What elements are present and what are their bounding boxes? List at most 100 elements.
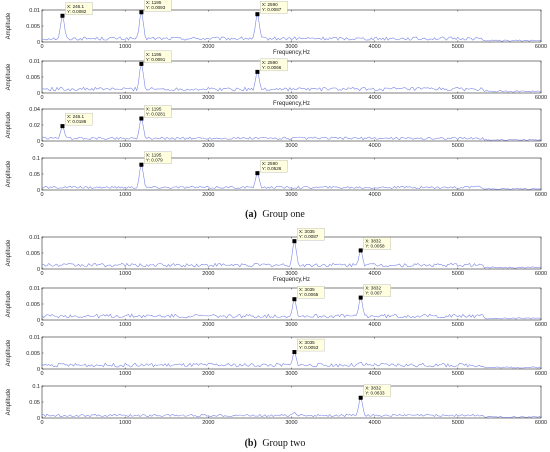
datatip-y: Y: 0.007 [365, 291, 382, 296]
spectrum-line [41, 164, 541, 190]
y-axis-label: Amplitude [6, 111, 12, 138]
plot-frame [41, 9, 542, 43]
x-tick-label: 0 [40, 192, 43, 198]
x-tick-label: 4000 [369, 271, 381, 277]
chart-4: 0 1000 2000 3000 4000 5000 6000 0 0.05 0.1 Amplitu… [6, 151, 547, 198]
caption-b-label: (b) [245, 438, 257, 449]
spectrum-panels: 0 1000 2000 3000 4000 5000 6000 0 0.005 0.01 Ampli… [6, 0, 547, 426]
caption-a-label: (a) [245, 209, 257, 220]
x-tick-label: 2000 [202, 420, 214, 426]
x-tick-label: 4000 [369, 371, 381, 377]
datatip-y: Y: 0.0058 [365, 243, 385, 248]
peak-marker [358, 395, 363, 400]
x-tick-label: 6000 [535, 322, 547, 328]
datatip-box [65, 112, 93, 126]
x-tick-label: 2000 [202, 271, 214, 277]
y-tick-label: 0 [37, 416, 40, 422]
datatip-box [144, 50, 172, 64]
x-tick-label: 0 [40, 44, 43, 50]
peak-marker [255, 171, 260, 176]
y-tick-label: 0.05 [29, 400, 40, 406]
y-tick-label: 0.005 [26, 351, 40, 357]
y-axis-label: Amplitude [6, 12, 12, 39]
datatip-y: Y: 0.0053 [299, 345, 319, 350]
peak-marker [358, 248, 363, 253]
plot-frame [41, 236, 542, 270]
x-axis-label: Frequency,Hz [273, 101, 310, 107]
datatip-y: Y: 0.0281 [146, 112, 166, 117]
y-tick-label: 0.1 [32, 156, 40, 162]
x-tick-label: 5000 [452, 44, 464, 50]
y-tick-label: 0.005 [26, 251, 40, 257]
x-tick-label: 3000 [285, 44, 297, 50]
plot-frame [41, 108, 542, 142]
x-tick-label: 2000 [202, 371, 214, 377]
x-tick-label: 2000 [202, 143, 214, 149]
datatip-x: X: 1195 [146, 52, 162, 57]
peak-marker [139, 162, 144, 167]
peak-marker [60, 124, 65, 129]
datatip-x: X: 1195 [146, 153, 162, 158]
caption-a-text: Group one [262, 209, 305, 220]
x-tick-label: 1000 [119, 420, 131, 426]
y-tick-label: 0.05 [29, 172, 40, 178]
chart-7: 0 1000 2000 3000 4000 5000 6000 0 0.005 0.01 Ampli… [6, 335, 547, 377]
datatip-y: Y: 0.0633 [365, 391, 385, 396]
y-tick-label: 0 [37, 367, 40, 373]
y-tick-label: 0.005 [26, 24, 40, 30]
datatip-y: Y: 0.0087 [262, 7, 282, 12]
datatip-box [260, 58, 288, 72]
spectrum-line [41, 118, 542, 141]
spectrum-line [41, 11, 542, 42]
peak-marker [292, 239, 297, 244]
datatip-box [363, 237, 391, 250]
chart-1: 0 1000 2000 3000 4000 5000 6000 0 0.005 0.01 Ampli… [6, 0, 547, 56]
x-tick-label: 0 [40, 420, 43, 426]
y-axis-label: Amplitude [6, 339, 12, 366]
datatip-box [260, 160, 288, 173]
datatip-box [65, 2, 93, 15]
y-tick-label: 0 [37, 139, 40, 145]
chart-6: 0 1000 2000 3000 4000 5000 6000 0 0.005 0.01 Ampli… [6, 284, 547, 328]
y-axis-label: Amplitude [6, 239, 12, 266]
x-tick-label: 1000 [119, 322, 131, 328]
datatip-y: Y: 0.0526 [262, 166, 282, 171]
datatip-box [297, 286, 325, 299]
x-tick-label: 5000 [452, 143, 464, 149]
x-tick-label: 6000 [535, 95, 547, 101]
datatip-y: Y: 0.0091 [146, 57, 166, 62]
y-tick-label: 0 [37, 188, 40, 194]
x-tick-label: 4000 [369, 143, 381, 149]
y-tick-label: 0.01 [29, 59, 40, 65]
x-tick-label: 4000 [369, 322, 381, 328]
datatip-x: X: 3832 [365, 386, 381, 391]
x-tick-label: 5000 [452, 271, 464, 277]
x-tick-label: 1000 [119, 95, 131, 101]
spectrum-line [41, 63, 542, 93]
datatip-y: Y: 0.0087 [299, 234, 319, 239]
x-tick-label: 1000 [119, 192, 131, 198]
caption-b-text: Group two [262, 438, 305, 449]
peak-marker [358, 295, 363, 300]
x-tick-label: 0 [40, 143, 43, 149]
y-tick-label: 0 [37, 267, 40, 273]
datatip-x: X: 1195 [146, 0, 162, 5]
datatip-y: Y: 0.0082 [67, 9, 87, 14]
x-tick-label: 4000 [369, 192, 381, 198]
datatip-y: Y: 0.0093 [146, 5, 166, 10]
datatip-x: X: 1195 [146, 107, 162, 112]
x-tick-label: 5000 [452, 322, 464, 328]
y-axis-label: Amplitude [6, 63, 12, 90]
plot-frame [41, 157, 542, 191]
plot-frame [41, 385, 542, 419]
datatip-x: X: 3035 [299, 287, 315, 292]
x-tick-label: 6000 [535, 143, 547, 149]
datatip-y: Y: 0.0066 [262, 65, 282, 70]
y-tick-label: 0 [37, 318, 40, 324]
datatip-x: X: 2590 [262, 2, 278, 7]
spectrum-line [41, 298, 542, 320]
y-tick-label: 0.1 [32, 384, 40, 390]
y-tick-label: 0 [37, 91, 40, 97]
x-tick-label: 5000 [452, 95, 464, 101]
datatip-x: X: 246.1 [67, 114, 85, 119]
